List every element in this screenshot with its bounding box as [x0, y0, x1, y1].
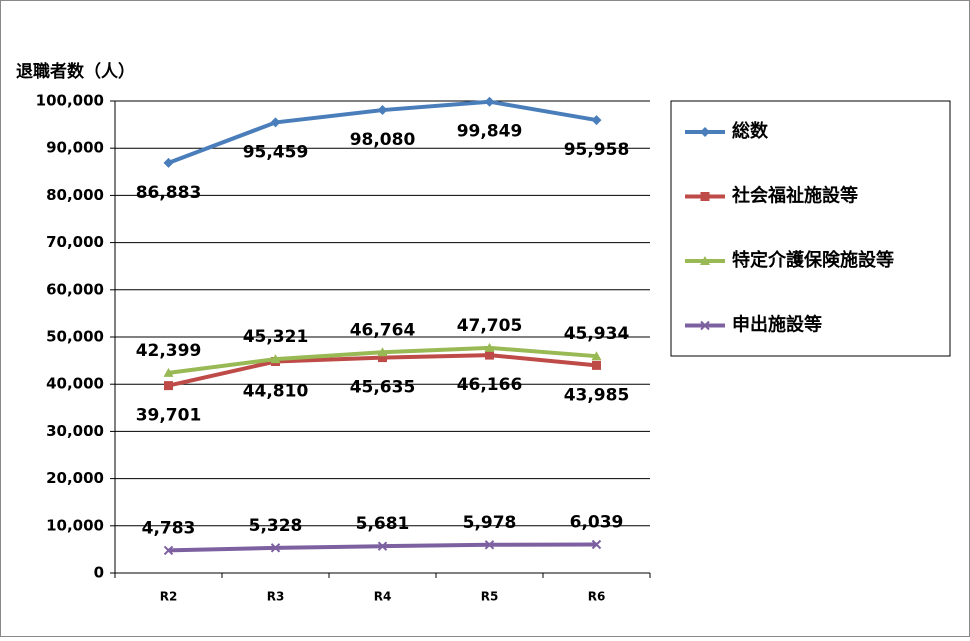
value-label: 99,849 [457, 122, 523, 142]
x-tick-label: R3 [267, 590, 285, 604]
y-tick-label: 100,000 [36, 92, 104, 110]
value-label: 95,459 [243, 142, 309, 162]
data-point [484, 96, 495, 107]
y-tick-label: 40,000 [46, 375, 104, 393]
x-tick-label: R6 [588, 590, 606, 604]
x-tick-label: R4 [374, 590, 392, 604]
value-label: 5,978 [463, 513, 517, 533]
value-label: 5,681 [356, 514, 410, 534]
value-label: 46,166 [457, 375, 523, 395]
y-tick-label: 90,000 [46, 139, 104, 157]
data-point [591, 539, 602, 550]
value-label: 44,810 [243, 381, 309, 401]
data-point [163, 367, 174, 377]
value-label: 45,635 [350, 378, 416, 398]
legend-label: 特定介護保険施設等 [732, 249, 894, 271]
data-point [164, 381, 173, 391]
value-label: 39,701 [136, 406, 202, 426]
y-tick-label: 60,000 [46, 280, 104, 298]
value-label: 6,039 [570, 512, 624, 532]
y-tick-label: 50,000 [46, 328, 104, 346]
value-label: 43,985 [564, 385, 630, 405]
legend-label: 社会福祉施設等 [732, 185, 858, 207]
x-tick-label: R2 [160, 590, 178, 604]
value-label: 46,764 [350, 320, 416, 340]
y-tick-label: 30,000 [46, 422, 104, 440]
data-point [592, 360, 601, 370]
data-point [270, 117, 281, 128]
data-point [163, 545, 174, 556]
data-point [377, 347, 388, 357]
value-label: 42,399 [136, 341, 202, 361]
data-point [378, 353, 387, 363]
value-label: 45,934 [564, 324, 630, 344]
value-label: 95,958 [564, 140, 630, 160]
y-tick-label: 80,000 [46, 186, 104, 204]
legend-label: 申出施設等 [732, 314, 822, 336]
value-label: 4,783 [142, 518, 196, 538]
y-axis-label: 退職者数（人） [16, 61, 135, 82]
data-point [270, 354, 281, 364]
value-label: 5,328 [249, 516, 303, 536]
data-point [270, 543, 281, 553]
legend-label: 総数 [732, 120, 769, 142]
data-point [591, 115, 602, 126]
value-label: 47,705 [457, 316, 523, 336]
value-label: 45,321 [243, 327, 309, 347]
legend-box [670, 100, 951, 357]
y-tick-label: 10,000 [46, 516, 104, 534]
value-label: 86,883 [136, 183, 202, 203]
y-tick-label: 70,000 [46, 233, 104, 251]
data-point [163, 157, 174, 168]
data-point [485, 350, 494, 360]
legend-marker [700, 256, 710, 265]
data-point [484, 540, 495, 550]
y-tick-label: 20,000 [46, 469, 104, 487]
legend-marker [700, 192, 710, 201]
data-point [484, 342, 495, 352]
legend-marker [700, 127, 710, 137]
data-point [377, 541, 388, 551]
data-point [377, 105, 388, 116]
data-point [591, 351, 602, 361]
y-tick-label: 0 [94, 564, 104, 582]
x-tick-label: R5 [481, 590, 499, 604]
value-label: 98,080 [350, 130, 416, 150]
legend-marker [700, 320, 710, 331]
